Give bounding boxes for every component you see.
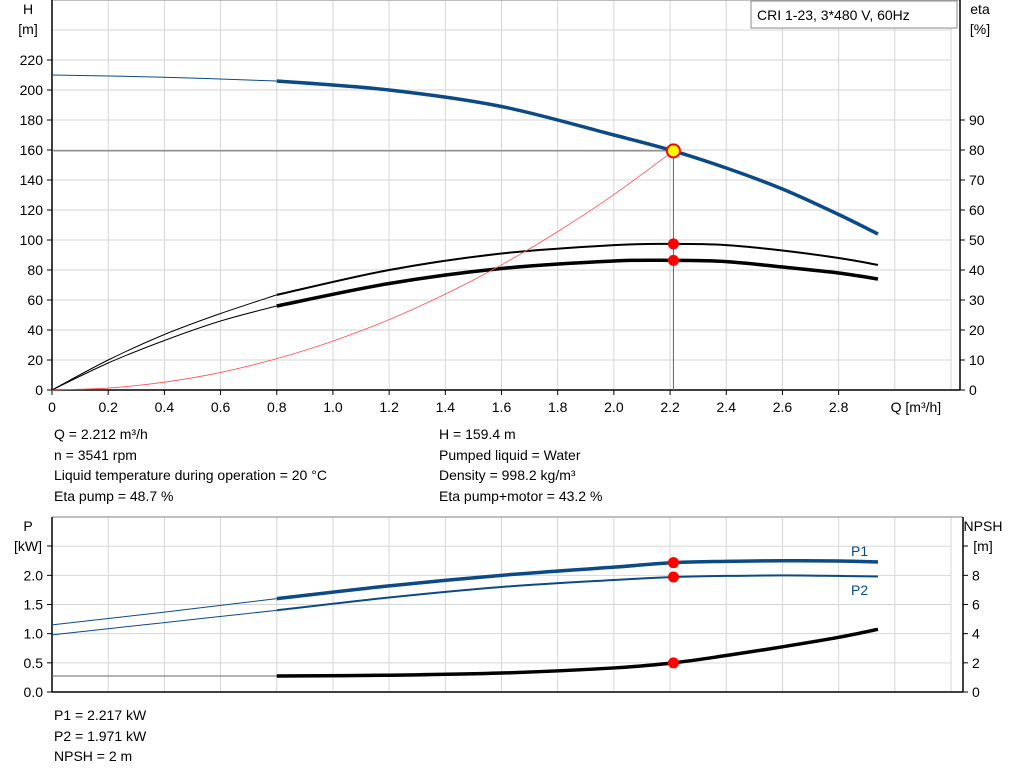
info-h: H = 159.4 m bbox=[439, 426, 516, 442]
eta-pump-point bbox=[667, 238, 679, 250]
y-tick-label-left: 100 bbox=[20, 232, 44, 248]
curve-eta-pump bbox=[276, 242, 879, 296]
y-tick-label-right: 10 bbox=[969, 352, 985, 368]
y-tick-label-left: 40 bbox=[27, 322, 43, 338]
y-tick-label-right: 20 bbox=[969, 322, 985, 338]
title-box bbox=[750, 0, 958, 29]
y-tick-label-left: 60 bbox=[27, 292, 43, 308]
y-tick-label-left: 140 bbox=[20, 172, 44, 188]
curve-p2 bbox=[276, 574, 878, 612]
y-tick-label-left: 80 bbox=[27, 262, 43, 278]
x-axis-label: Q [m³/h] bbox=[891, 399, 942, 415]
x-tick-label: 2.8 bbox=[829, 399, 849, 415]
x-tick-label: 2.6 bbox=[773, 399, 793, 415]
info-q: Q = 2.212 m³/h bbox=[54, 426, 148, 442]
y-tick-label-left: 0.0 bbox=[24, 684, 44, 700]
y-tick-label-right: 2 bbox=[972, 655, 980, 671]
x-tick-label: 0 bbox=[48, 399, 56, 415]
y-tick-label-left: 220 bbox=[20, 52, 44, 68]
x-tick-label: 2.4 bbox=[717, 399, 737, 415]
curve-h bbox=[276, 79, 879, 236]
curve-npsh bbox=[276, 627, 879, 678]
curve-eta-pump-motor bbox=[276, 258, 879, 308]
y-axis-label-left: P bbox=[23, 518, 32, 534]
y-axis-unit-right: [m] bbox=[973, 538, 992, 554]
x-tick-label: 0.8 bbox=[267, 399, 287, 415]
y-tick-label-left: 1.0 bbox=[24, 626, 44, 642]
info-npsh: NPSH = 2 m bbox=[54, 748, 133, 764]
x-tick-label: 0.6 bbox=[211, 399, 231, 415]
info-top-right: H = 159.4 m Pumped liquid = Water Densit… bbox=[439, 424, 602, 506]
y-tick-label-right: 50 bbox=[969, 232, 985, 248]
npsh-point bbox=[667, 657, 679, 669]
curve-eta-pump-extrapolated bbox=[51, 294, 277, 391]
info-eta-pump-motor: Eta pump+motor = 43.2 % bbox=[439, 487, 603, 504]
y-tick-label-right: 0 bbox=[972, 684, 980, 700]
info-temp: Liquid temperature during operation = 20… bbox=[54, 467, 327, 483]
y-tick-label-right: 90 bbox=[969, 112, 985, 128]
y-axis-unit-right: [%] bbox=[970, 21, 990, 37]
y-tick-label-right: 40 bbox=[969, 262, 985, 278]
y-tick-label-left: 2.0 bbox=[24, 567, 44, 583]
info-p1: P1 = 2.217 kW bbox=[54, 707, 147, 723]
operating-point bbox=[665, 143, 681, 159]
info-bottom: P1 = 2.217 kW P2 = 1.971 kW NPSH = 2 m bbox=[54, 705, 146, 767]
y-tick-label-left: 120 bbox=[20, 202, 44, 218]
y-tick-label-right: 60 bbox=[969, 202, 985, 218]
title-box-text: CRI 1-23, 3*480 V, 60Hz bbox=[757, 7, 910, 23]
curve-p1-extrapolated bbox=[51, 598, 277, 626]
y-tick-label-right: 8 bbox=[972, 567, 980, 583]
y-axis-unit-left: [kW] bbox=[14, 538, 42, 554]
y-tick-label-left: 1.5 bbox=[24, 597, 44, 613]
y-axis-label-left: H bbox=[23, 1, 33, 17]
y-tick-label-left: 0 bbox=[35, 382, 43, 398]
y-tick-label-left: 180 bbox=[20, 112, 44, 128]
info-p2: P2 = 1.971 kW bbox=[54, 727, 147, 744]
y-tick-label-right: 4 bbox=[972, 626, 980, 642]
y-tick-label-right: 70 bbox=[969, 172, 985, 188]
info-eta-pump: Eta pump = 48.7 % bbox=[54, 487, 174, 504]
info-top-left: Q = 2.212 m³/h n = 3541 rpm Liquid tempe… bbox=[54, 424, 327, 506]
x-tick-label: 0.2 bbox=[98, 399, 118, 415]
x-tick-label: 1.4 bbox=[436, 399, 456, 415]
y-tick-label-left: 160 bbox=[20, 142, 44, 158]
p2-point bbox=[667, 571, 679, 583]
x-tick-label: 1.8 bbox=[548, 399, 568, 415]
x-tick-label: 1.2 bbox=[379, 399, 399, 415]
info-density: Density = 998.2 kg/m³ bbox=[439, 467, 576, 483]
legend-p2: P2 bbox=[851, 582, 868, 598]
p1-point bbox=[667, 557, 679, 569]
x-tick-label: 0.4 bbox=[155, 399, 175, 415]
y-axis-unit-left: [m] bbox=[18, 21, 37, 37]
x-tick-label: 2.0 bbox=[604, 399, 624, 415]
x-tick-label: 2.2 bbox=[660, 399, 680, 415]
y-tick-label-left: 0.5 bbox=[24, 655, 44, 671]
curve-system-extrapolated bbox=[51, 150, 674, 391]
legend-p1: P1 bbox=[851, 543, 868, 559]
y-tick-label-right: 30 bbox=[969, 292, 985, 308]
info-liquid: Pumped liquid = Water bbox=[439, 446, 581, 463]
y-tick-label-left: 200 bbox=[20, 82, 44, 98]
y-axis-label-right: eta bbox=[970, 1, 990, 17]
y-tick-label-right: 0 bbox=[969, 382, 977, 398]
info-n: n = 3541 rpm bbox=[54, 446, 137, 463]
x-tick-label: 1.6 bbox=[492, 399, 512, 415]
eta-pump-motor-point bbox=[667, 254, 679, 266]
curve-p1 bbox=[276, 558, 878, 601]
x-tick-label: 1.0 bbox=[323, 399, 343, 415]
curve-p2-extrapolated bbox=[51, 609, 277, 636]
y-axis-label-right: NPSH bbox=[964, 518, 1003, 534]
curve-h-extrapolated bbox=[51, 74, 277, 82]
y-tick-label-right: 80 bbox=[969, 142, 985, 158]
y-tick-label-right: 6 bbox=[972, 597, 980, 613]
y-tick-label-left: 20 bbox=[27, 352, 43, 368]
curve-eta-pump-motor-extrapolated bbox=[51, 305, 277, 391]
